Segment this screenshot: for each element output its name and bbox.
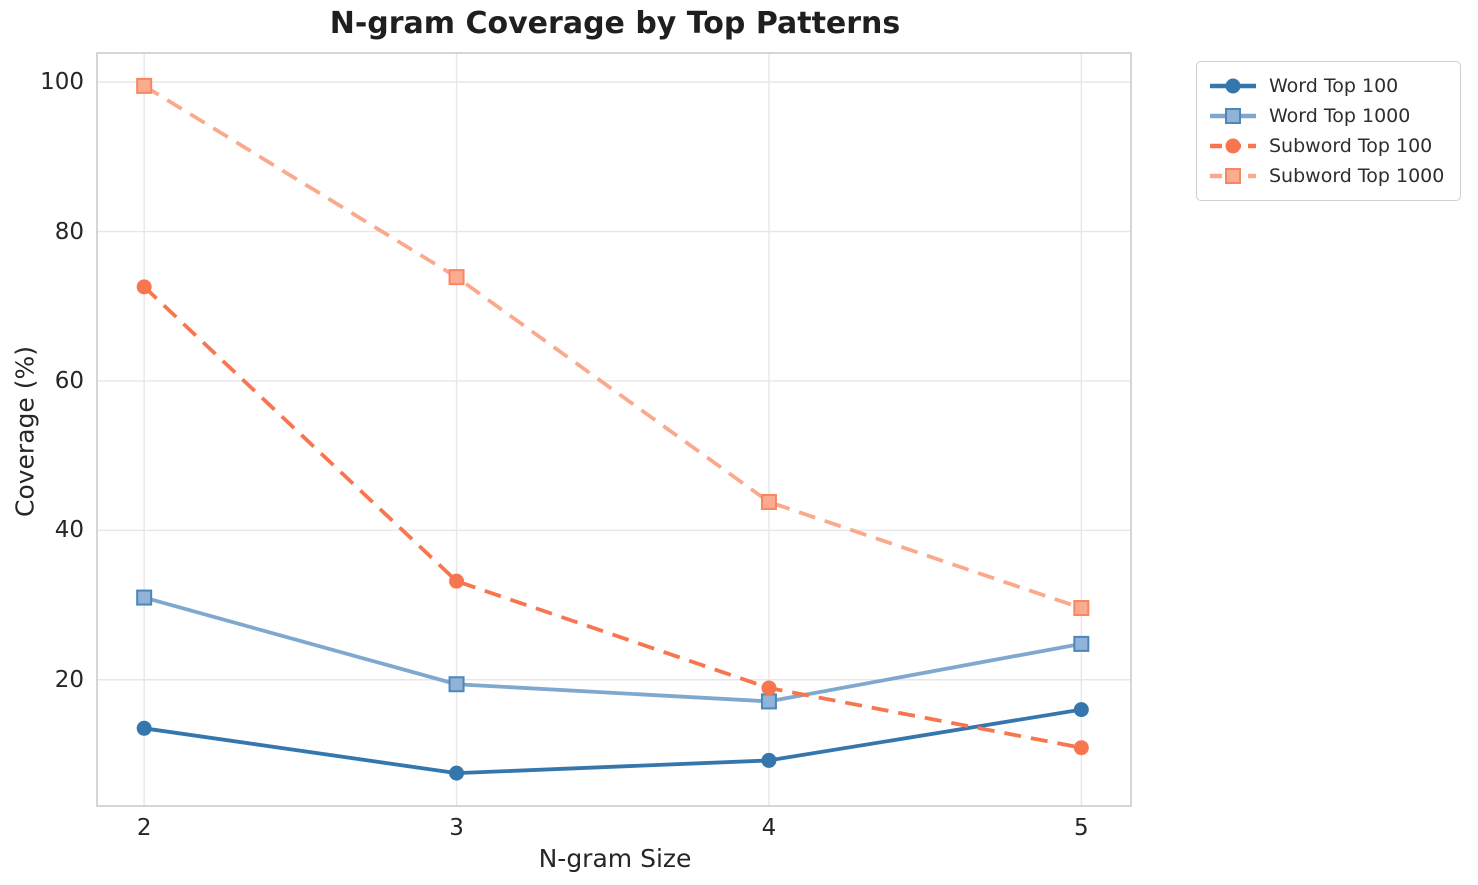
legend-label: Subword Top 1000 [1269, 165, 1445, 187]
data-point-subword-top-100 [1073, 740, 1089, 756]
data-point-word-top-100 [761, 752, 777, 768]
legend-label: Subword Top 100 [1269, 135, 1433, 157]
legend-item-subword-top-100: Subword Top 100 [1209, 131, 1444, 161]
series-line-word-top-100 [143, 707, 1082, 776]
data-point-subword-top-1000 [448, 269, 465, 286]
data-point-word-top-100 [136, 720, 152, 736]
data-point-subword-top-1000 [760, 493, 777, 510]
y-tick-label: 60 [54, 367, 84, 394]
x-tick-label: 4 [761, 815, 777, 841]
legend-item-word-top-100: Word Top 100 [1209, 71, 1444, 101]
data-point-word-top-1000 [136, 589, 153, 606]
legend: Word Top 100 Word Top 1000 Subword Top 100… [1196, 61, 1462, 201]
data-point-subword-top-100 [761, 680, 777, 696]
legend-label: Word Top 1000 [1269, 105, 1411, 127]
data-point-word-top-1000 [1073, 635, 1090, 652]
x-tick-label: 3 [449, 815, 464, 841]
data-point-subword-top-100 [136, 279, 152, 295]
legend-circle-marker-icon [1225, 78, 1241, 94]
legend-swatch-icon [1210, 78, 1256, 94]
legend-item-word-top-1000: Word Top 1000 [1209, 101, 1444, 131]
x-tick-label: 5 [1074, 815, 1089, 841]
data-point-subword-top-100 [449, 573, 465, 589]
data-point-subword-top-1000 [1073, 600, 1090, 617]
series-line-subword-top-100 [142, 285, 1082, 750]
y-tick-label: 80 [54, 218, 84, 245]
y-tick-label: 20 [54, 666, 84, 693]
series-line-word-top-1000 [143, 595, 1082, 704]
legend-label: Word Top 100 [1269, 75, 1399, 97]
y-tick-label: 100 [40, 69, 84, 96]
data-point-word-top-1000 [448, 676, 465, 693]
data-point-word-top-1000 [760, 693, 777, 710]
plot-border [96, 52, 1132, 807]
y-tick-label: 40 [54, 517, 84, 544]
chart-title: N-gram Coverage by Top Patterns [329, 6, 901, 41]
x-axis-label: N-gram Size [538, 844, 692, 873]
legend-item-subword-top-1000: Subword Top 1000 [1209, 161, 1444, 191]
legend-swatch-icon [1210, 138, 1256, 154]
legend-square-marker-icon [1225, 108, 1241, 124]
data-point-subword-top-1000 [136, 77, 153, 94]
legend-swatch-icon [1210, 108, 1256, 124]
legend-circle-marker-icon [1225, 138, 1241, 154]
legend-swatch-icon [1210, 168, 1256, 184]
data-point-word-top-100 [449, 765, 465, 781]
data-point-word-top-100 [1073, 702, 1089, 718]
legend-square-marker-icon [1225, 168, 1241, 184]
x-tick-label: 2 [136, 815, 152, 841]
